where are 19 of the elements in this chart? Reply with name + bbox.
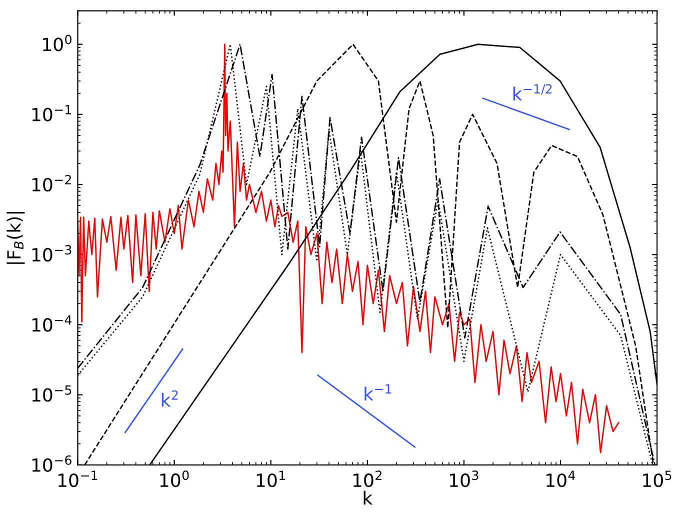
x-tick-label: 10$^{2}$ bbox=[353, 470, 382, 488]
series-label: k$^{−1/2}$ bbox=[513, 84, 552, 100]
x-tick-label: 10$^{1}$ bbox=[256, 470, 285, 488]
y-tick-label: 10$^{0}$ bbox=[43, 34, 72, 52]
series-label: k$^{−1}$ bbox=[364, 384, 392, 400]
x-tick-label: 10$^{5}$ bbox=[643, 470, 672, 488]
x-tick-label: 10$^{0}$ bbox=[160, 470, 189, 488]
x-tick-label: 10$^{3}$ bbox=[450, 470, 478, 488]
y-tick-label: 10$^{−3}$ bbox=[32, 245, 72, 262]
x-tick-label: 10$^{4}$ bbox=[546, 470, 576, 488]
x-tick-label: 10$^{−1}$ bbox=[58, 470, 98, 488]
y-tick-label: 10$^{−6}$ bbox=[32, 455, 72, 472]
y-tick-label: 10$^{−5}$ bbox=[32, 385, 72, 402]
series-label: k$^{2}$ bbox=[162, 390, 178, 407]
x-axis-title: k bbox=[364, 490, 373, 504]
y-tick-label: 10$^{−1}$ bbox=[32, 105, 72, 122]
y-tick-label: 10$^{−2}$ bbox=[32, 174, 71, 192]
y-tick-label: 10$^{−4}$ bbox=[32, 315, 72, 332]
y-axis-title: |F$_{B}$(k)| bbox=[6, 212, 25, 264]
